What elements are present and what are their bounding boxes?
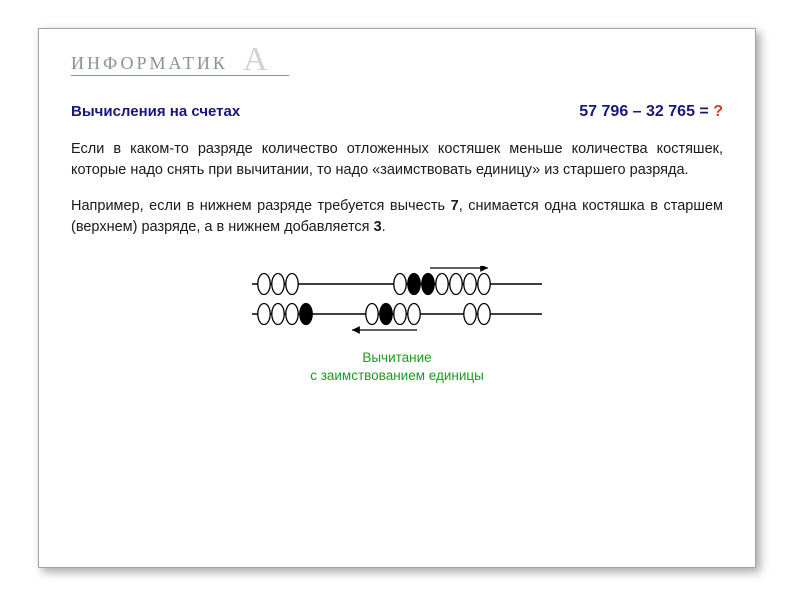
para2-t3: .: [382, 219, 386, 235]
expr-a: 57 796: [579, 103, 628, 120]
page-title: Вычисления на счетах: [71, 103, 240, 120]
para2-t1: Например, если в нижнем разряде требуетс…: [71, 198, 451, 214]
op-eq: =: [699, 103, 708, 120]
logo: ИНФОРМАТИК А: [71, 43, 723, 85]
logo-word: ИНФОРМАТИК: [71, 53, 228, 74]
paragraph-2: Например, если в нижнем разряде требуетс…: [71, 196, 723, 238]
logo-big-a: А: [243, 41, 268, 79]
qmark: ?: [713, 103, 723, 120]
abacus-diagram: [252, 266, 542, 341]
diagram-caption: Вычитание с заимствованием единицы: [71, 349, 723, 385]
slide-content: ИНФОРМАТИК А Вычисления на счетах 57 796…: [39, 29, 755, 405]
caption-line2: с заимствованием единицы: [310, 368, 484, 383]
expr-b: 32 765: [646, 103, 695, 120]
equation: 57 796 – 32 765 = ?: [579, 103, 723, 121]
slide-frame: ИНФОРМАТИК А Вычисления на счетах 57 796…: [38, 28, 756, 568]
para2-b1: 7: [451, 198, 459, 214]
para2-b2: 3: [374, 219, 382, 235]
paragraph-1: Если в каком-то разряде количество отлож…: [71, 139, 723, 181]
abacus-svg: [252, 266, 542, 336]
op-minus: –: [633, 103, 642, 120]
caption-line1: Вычитание: [362, 350, 431, 365]
logo-underline: [71, 75, 289, 76]
title-row: Вычисления на счетах 57 796 – 32 765 = ?: [71, 103, 723, 121]
para1-text: Если в каком-то разряде количество отлож…: [71, 141, 723, 178]
